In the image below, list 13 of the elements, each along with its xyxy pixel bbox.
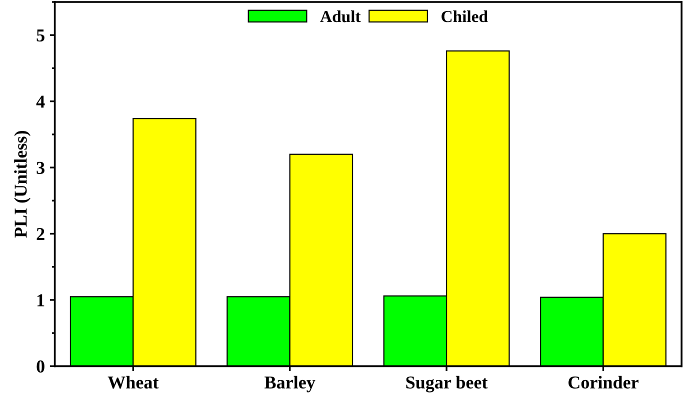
- x-tick-label: Sugar beet: [406, 376, 488, 392]
- legend-label: Adult: [320, 10, 361, 22]
- y-tick-label: 1: [37, 294, 44, 306]
- y-tick-label: 5: [36, 30, 44, 42]
- y-tick-label: 3: [36, 162, 44, 174]
- x-tick-label: Wheat: [108, 376, 159, 389]
- x-tick-label: Corinder: [568, 376, 638, 389]
- legend-label: Chiled: [442, 10, 488, 22]
- x-tick-label: Barley: [264, 376, 316, 392]
- y-axis-title: PLI (Unitless): [14, 130, 30, 238]
- y-tick-label: 0: [36, 360, 44, 373]
- y-tick-label: 2: [36, 228, 44, 240]
- y-tick-label: 4: [36, 96, 45, 108]
